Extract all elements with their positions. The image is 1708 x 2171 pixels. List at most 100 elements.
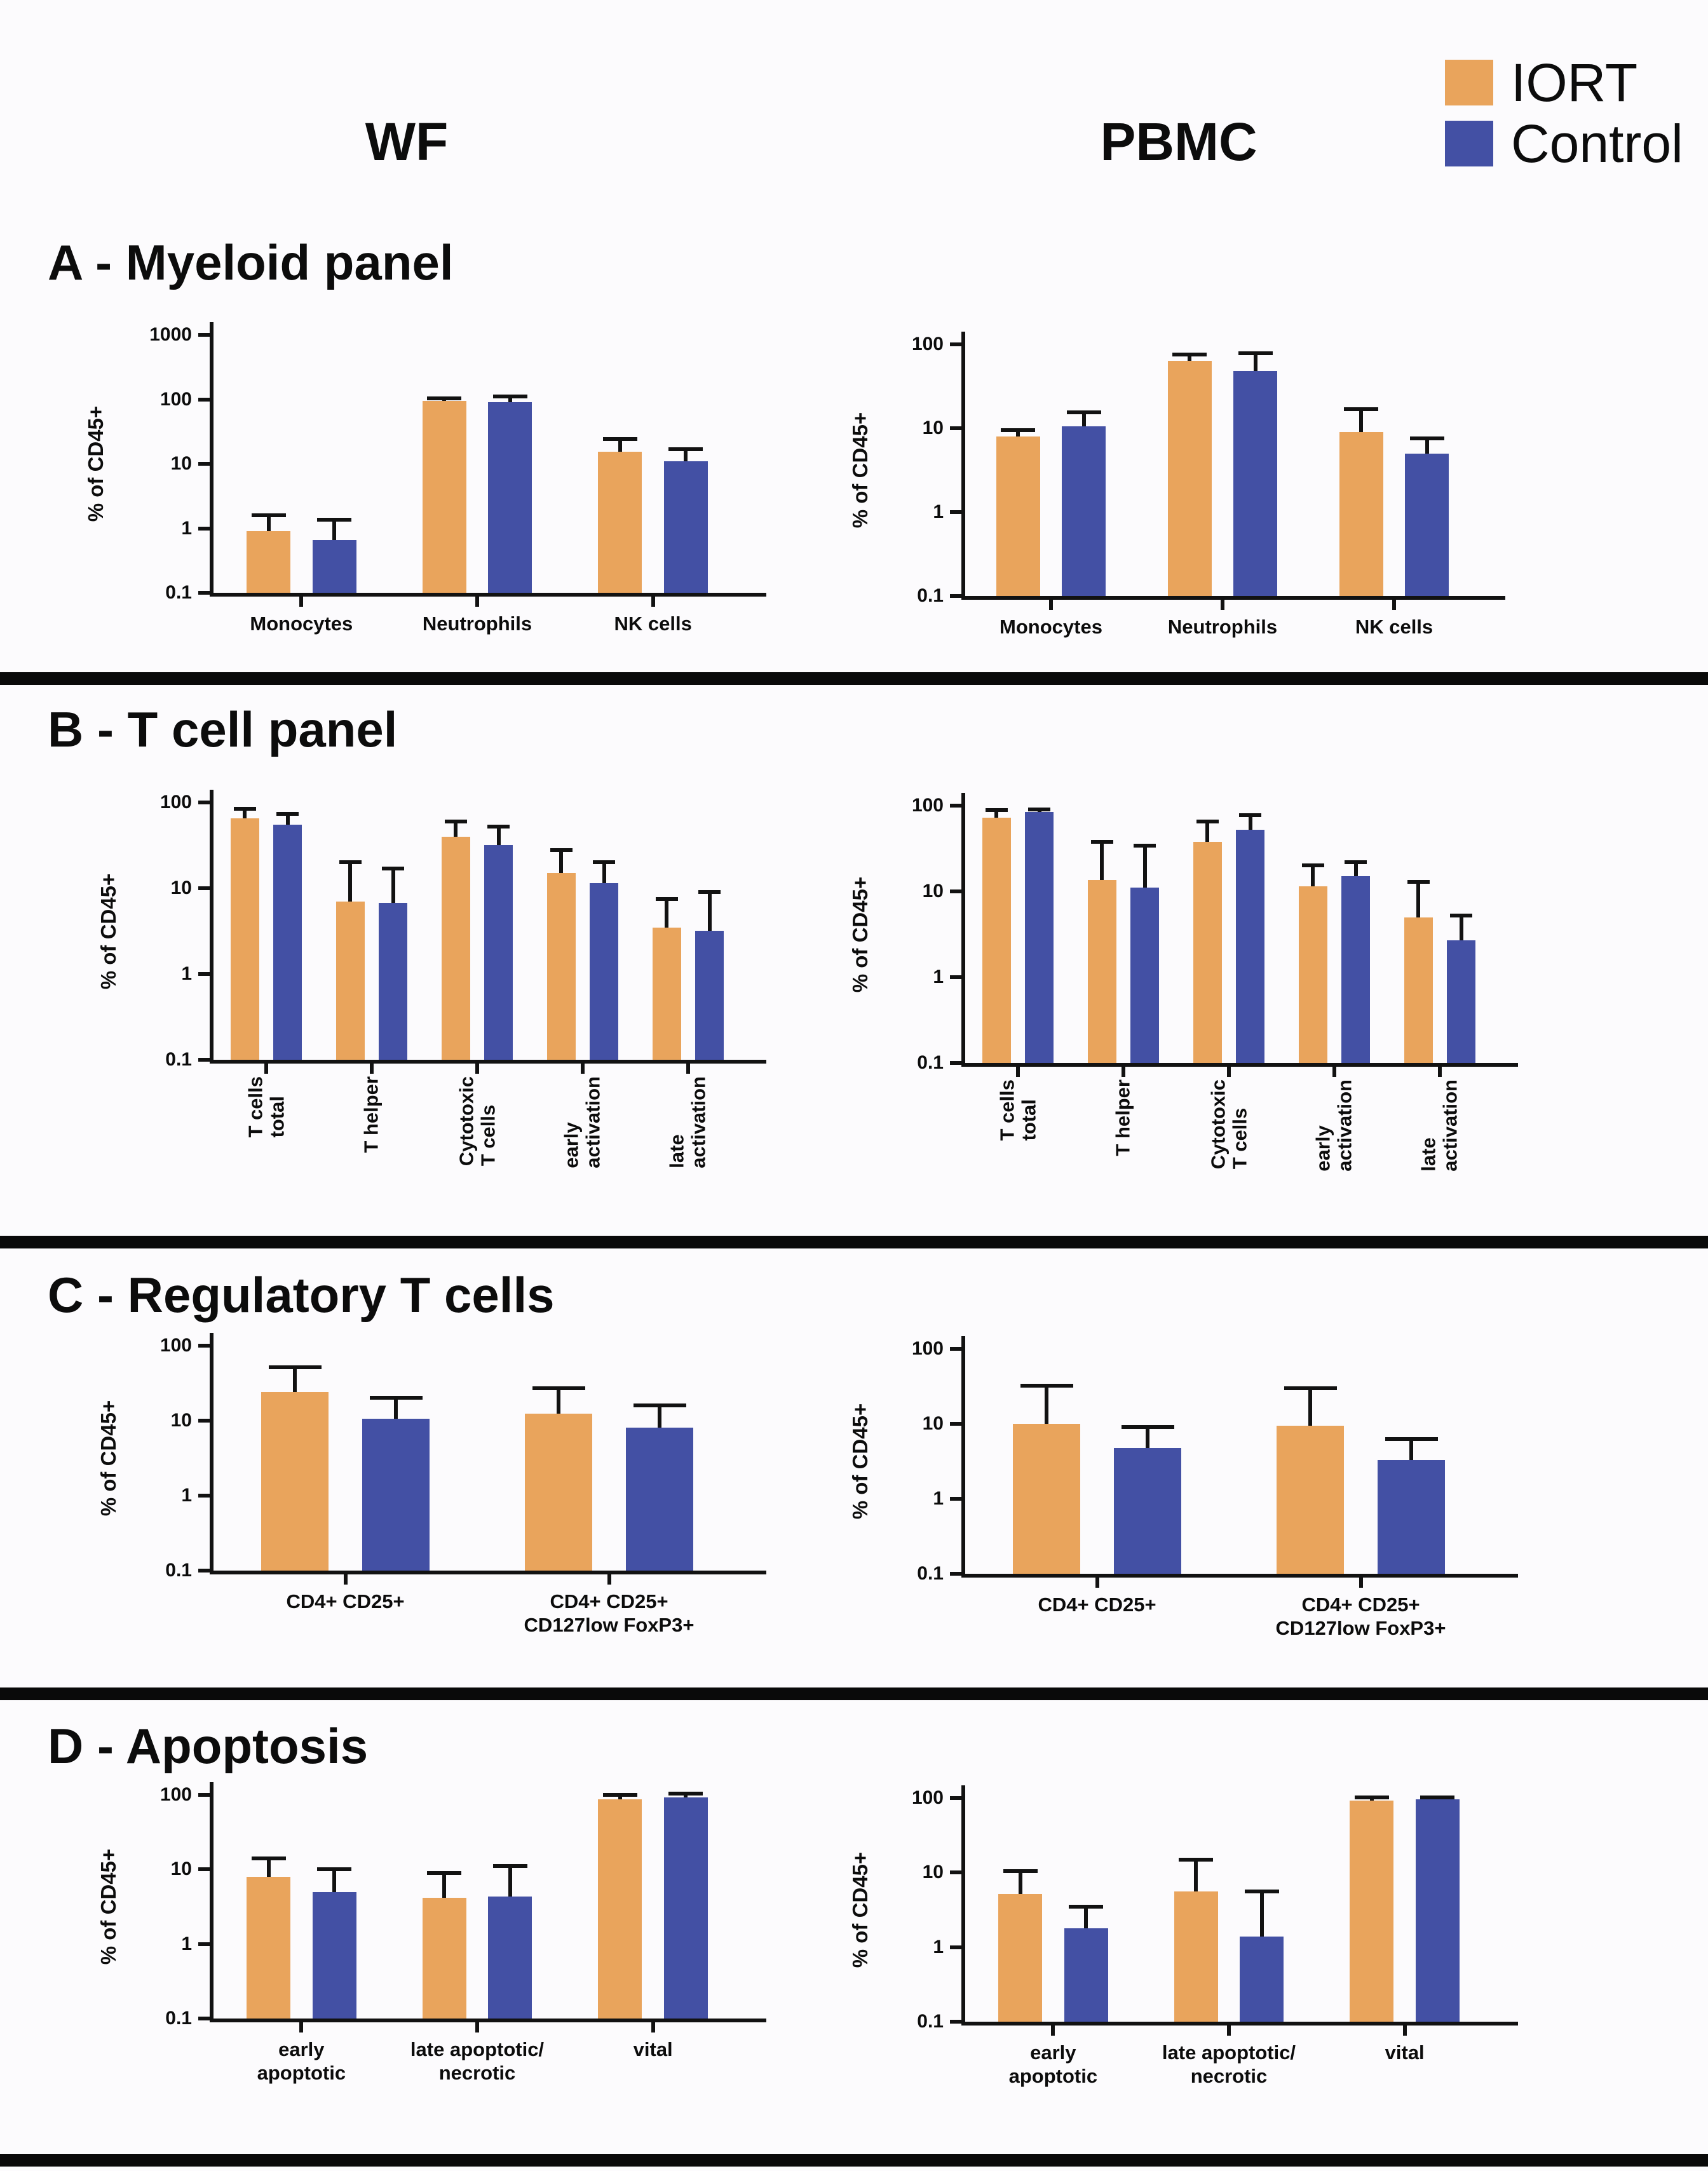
y-tick-label: 10 — [922, 1862, 944, 1883]
error-bar-cap — [1134, 844, 1156, 848]
bar-control — [488, 1897, 532, 2019]
error-bar-stem — [1311, 865, 1315, 893]
bar-iort — [1013, 1424, 1080, 1574]
category-label: CD4+ CD25+ — [1038, 1593, 1156, 1616]
error-bar-cap — [593, 860, 616, 865]
bar-iort — [1298, 886, 1327, 1063]
bar-control — [663, 461, 708, 593]
bar-iort — [261, 1392, 329, 1571]
bar-control — [488, 402, 532, 593]
error-bar-stem — [658, 1405, 661, 1435]
category-label: late apoptotic/ necrotic — [410, 2038, 545, 2084]
y-tick-label: 1000 — [149, 324, 192, 345]
error-bar-stem — [1081, 412, 1086, 433]
y-tick — [198, 462, 210, 466]
error-bar-stem — [1018, 1870, 1022, 1900]
bar-control — [590, 883, 619, 1060]
error-bar-cap — [1407, 879, 1430, 884]
x-tick — [475, 2022, 479, 2032]
chart-a-pbmc: 100 10 1 0.1 Monocytes Neutrophils NK cells % o… — [848, 332, 1505, 638]
error-bar-stem — [1359, 409, 1364, 439]
category-label: Monocytes — [1000, 616, 1102, 638]
y-tick-label: 10 — [922, 881, 944, 902]
x-tick — [1221, 600, 1224, 610]
bar-control — [1114, 1447, 1181, 1574]
error-bar-cap — [1121, 1425, 1174, 1430]
y-tick-label: 100 — [159, 1335, 192, 1356]
category-label: early activation — [1312, 1079, 1356, 1172]
error-bar-stem — [394, 1398, 398, 1426]
y-tick — [950, 1572, 961, 1576]
y-tick-label: 0.1 — [165, 582, 192, 603]
error-bar-cap — [251, 1857, 286, 1861]
x-tick — [475, 1064, 479, 1074]
y-tick — [198, 1793, 210, 1797]
error-bar-stem — [994, 810, 999, 825]
error-bar-stem — [684, 449, 688, 468]
error-bar-stem — [293, 1367, 297, 1399]
bar-control — [1378, 1459, 1445, 1574]
error-bar-cap — [668, 1791, 703, 1796]
x-tick — [581, 1064, 585, 1074]
chart-c-wf: 100 10 1 0.1 CD4+ CD25+ CD4+ CD25+ CD127low F… — [97, 1333, 766, 1636]
chart-b-pbmc: 100 10 1 0.1 T cells total T helper Cytotoxic … — [848, 793, 1518, 1172]
bar-iort — [1167, 361, 1212, 596]
x-tick — [1049, 600, 1053, 610]
error-bar-cap — [251, 513, 286, 517]
panel-separator — [0, 1236, 1708, 1248]
error-bar-stem — [1416, 881, 1421, 924]
y-tick-label: 100 — [159, 388, 192, 410]
y-tick — [198, 1419, 210, 1423]
y-axis-title: % of CD45+ — [848, 1403, 872, 1520]
error-bar-cap — [698, 890, 721, 895]
y-tick-label: 10 — [170, 877, 192, 898]
error-bar-stem — [1188, 354, 1192, 368]
x-tick — [607, 1574, 611, 1585]
bar-iort — [247, 1876, 291, 2019]
y-axis-line — [961, 1336, 965, 1578]
y-axis-title: % of CD45+ — [97, 1848, 120, 1965]
y-tick-label: 10 — [170, 1410, 192, 1431]
y-tick — [198, 1058, 210, 1062]
x-tick — [1402, 2026, 1407, 2036]
category-label: Cytotoxic T cells — [455, 1076, 499, 1167]
error-bar-cap — [1450, 914, 1473, 918]
category-label: T cells total — [244, 1076, 288, 1138]
error-bar-stem — [1409, 1439, 1413, 1466]
y-tick — [950, 2020, 961, 2024]
bar-iort — [422, 400, 466, 593]
chart-d-wf: 100 10 1 0.1 early apoptotic late apoptotic/ … — [97, 1782, 766, 2084]
error-bar-cap — [1244, 1889, 1279, 1893]
bar-control — [273, 825, 302, 1060]
y-tick-label: 1 — [181, 1485, 192, 1506]
y-axis-title: % of CD45+ — [848, 412, 872, 529]
x-tick — [686, 1064, 690, 1074]
error-bar-cap — [602, 437, 637, 442]
y-axis-line — [961, 332, 965, 600]
error-bar-cap — [1028, 807, 1051, 811]
x-axis-line — [210, 2019, 766, 2022]
bar-iort — [247, 531, 291, 593]
y-tick — [198, 1494, 210, 1498]
error-bar-stem — [243, 808, 247, 825]
chart-c-pbmc: 100 10 1 0.1 CD4+ CD25+ CD4+ CD25+ CD127low F… — [848, 1336, 1518, 1639]
y-tick — [950, 426, 961, 430]
y-axis-title: % of CD45+ — [97, 1400, 120, 1517]
y-tick — [950, 1061, 961, 1065]
bar-iort — [1277, 1425, 1344, 1574]
column-header-wf: WF — [365, 112, 449, 172]
bar-control — [1447, 940, 1476, 1063]
legend-label-control: Control — [1511, 114, 1683, 173]
y-tick — [950, 342, 961, 346]
error-bar-stem — [1045, 1386, 1048, 1430]
error-bar-cap — [233, 806, 256, 811]
category-label: early activation — [560, 1076, 604, 1168]
y-tick — [198, 2017, 210, 2020]
error-bar-cap — [1345, 860, 1367, 864]
bar-control — [626, 1428, 693, 1571]
x-tick — [1227, 1067, 1231, 1077]
error-bar-stem — [707, 892, 712, 937]
category-label: T cells total — [996, 1079, 1040, 1141]
error-bar-cap — [655, 896, 678, 901]
x-tick — [1227, 2026, 1231, 2036]
